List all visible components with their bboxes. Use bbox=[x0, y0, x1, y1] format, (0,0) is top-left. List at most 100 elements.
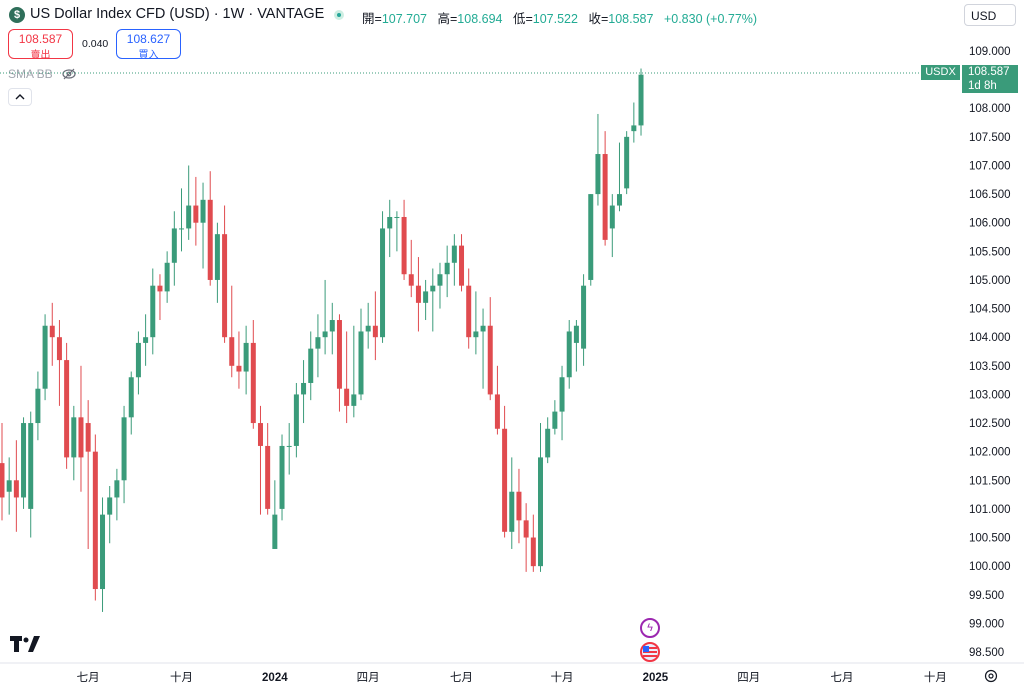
x-axis-label: 2025 bbox=[643, 672, 669, 684]
candle-body bbox=[315, 337, 321, 349]
candle-body bbox=[236, 365, 242, 372]
candle bbox=[64, 342, 70, 469]
candle bbox=[21, 417, 27, 509]
sell-price: 108.587 bbox=[18, 32, 63, 46]
candle-body bbox=[523, 520, 529, 538]
candle-body bbox=[451, 245, 457, 263]
candle bbox=[207, 171, 213, 286]
candle-body bbox=[430, 285, 436, 292]
candle bbox=[631, 102, 637, 143]
candle bbox=[365, 302, 371, 349]
y-axis-label: 106.000 bbox=[969, 218, 1011, 230]
candle bbox=[150, 268, 156, 355]
indicator-sma-bb[interactable]: SMA BB bbox=[8, 67, 53, 81]
candle bbox=[107, 486, 113, 544]
candle bbox=[243, 325, 249, 395]
candle bbox=[494, 365, 500, 435]
y-axis-label: 101.500 bbox=[969, 475, 1011, 487]
candle-body bbox=[42, 325, 48, 389]
candle-body bbox=[423, 291, 429, 303]
candle-body bbox=[595, 154, 601, 195]
candle bbox=[415, 257, 421, 332]
candle-body bbox=[229, 337, 235, 366]
candle-body bbox=[171, 228, 177, 263]
candle bbox=[344, 331, 350, 424]
ohlc-legend: 開=107.707 高=108.694 低=107.522 收=108.587 … bbox=[362, 8, 764, 27]
ohlc-close-value: 108.587 bbox=[608, 12, 654, 26]
candle bbox=[92, 434, 98, 601]
gear-icon[interactable] bbox=[984, 669, 998, 683]
currency-select[interactable]: USD bbox=[964, 4, 1016, 26]
y-axis-label: 109.000 bbox=[969, 46, 1011, 58]
candle-body bbox=[257, 423, 263, 446]
buy-button[interactable]: 108.627 買入 bbox=[116, 29, 181, 61]
symbol-dollar-icon: $ bbox=[9, 7, 25, 23]
lightning-icon[interactable]: ϟ bbox=[640, 618, 660, 638]
candle bbox=[624, 131, 630, 195]
candle bbox=[408, 239, 414, 298]
candle-body bbox=[473, 331, 479, 338]
candle bbox=[616, 142, 622, 212]
candle bbox=[358, 308, 364, 401]
candle bbox=[380, 211, 386, 343]
candle bbox=[387, 199, 393, 258]
x-axis-label: 七月 bbox=[450, 671, 473, 684]
candle bbox=[229, 285, 235, 378]
candle-body bbox=[415, 285, 421, 303]
candle bbox=[545, 417, 551, 464]
y-axis-label: 107.500 bbox=[969, 132, 1011, 144]
candle-body bbox=[509, 491, 515, 532]
ohlc-open-value: 107.707 bbox=[381, 12, 427, 26]
buy-label: 買入 bbox=[138, 50, 159, 61]
candle-body bbox=[545, 428, 551, 458]
candle-body bbox=[380, 228, 386, 338]
x-axis-label: 十月 bbox=[551, 670, 574, 684]
candle-body bbox=[358, 331, 364, 395]
candle-body bbox=[480, 325, 486, 332]
candle bbox=[236, 331, 242, 389]
candle-body bbox=[286, 445, 292, 447]
candle bbox=[487, 297, 493, 401]
eye-crossed-icon[interactable] bbox=[62, 68, 76, 80]
candle-body bbox=[624, 136, 630, 189]
candle bbox=[459, 234, 465, 292]
y-axis-label: 100.000 bbox=[969, 561, 1011, 573]
candle bbox=[329, 302, 335, 355]
candle-body bbox=[602, 154, 608, 240]
candle-body bbox=[372, 325, 378, 338]
y-axis-label: 99.500 bbox=[969, 590, 1004, 602]
candle-body bbox=[128, 377, 134, 418]
candle-body bbox=[28, 423, 34, 509]
candle-body bbox=[100, 514, 106, 590]
candle bbox=[135, 331, 141, 395]
tradingview-logo[interactable] bbox=[10, 636, 40, 657]
sell-label: 賣出 bbox=[30, 50, 51, 61]
symbol-title[interactable]: US Dollar Index CFD (USD) · 1W · VANTAGE bbox=[30, 6, 325, 22]
market-status-icon[interactable] bbox=[334, 10, 344, 20]
candle bbox=[509, 457, 515, 549]
candle bbox=[372, 291, 378, 361]
candle bbox=[71, 405, 77, 481]
candle bbox=[193, 176, 199, 246]
candle-body bbox=[250, 342, 256, 424]
x-axis-label: 十月 bbox=[170, 670, 193, 684]
y-axis-label: 102.500 bbox=[969, 418, 1011, 430]
candle-body bbox=[157, 285, 163, 292]
candle bbox=[322, 279, 328, 355]
buy-price: 108.627 bbox=[126, 32, 171, 46]
candle bbox=[602, 131, 608, 246]
candle bbox=[28, 411, 34, 538]
candle bbox=[35, 371, 41, 441]
candle bbox=[157, 274, 163, 321]
candle-body bbox=[71, 417, 77, 458]
us-flag-icon[interactable] bbox=[640, 642, 660, 662]
candle bbox=[85, 400, 91, 549]
candle bbox=[430, 268, 436, 332]
candle bbox=[480, 308, 486, 389]
collapse-legend-button[interactable] bbox=[8, 88, 32, 106]
y-axis-label: 105.000 bbox=[969, 275, 1011, 287]
candle-body bbox=[301, 382, 307, 395]
candle bbox=[552, 400, 558, 435]
sell-button[interactable]: 108.587 賣出 bbox=[8, 29, 73, 61]
